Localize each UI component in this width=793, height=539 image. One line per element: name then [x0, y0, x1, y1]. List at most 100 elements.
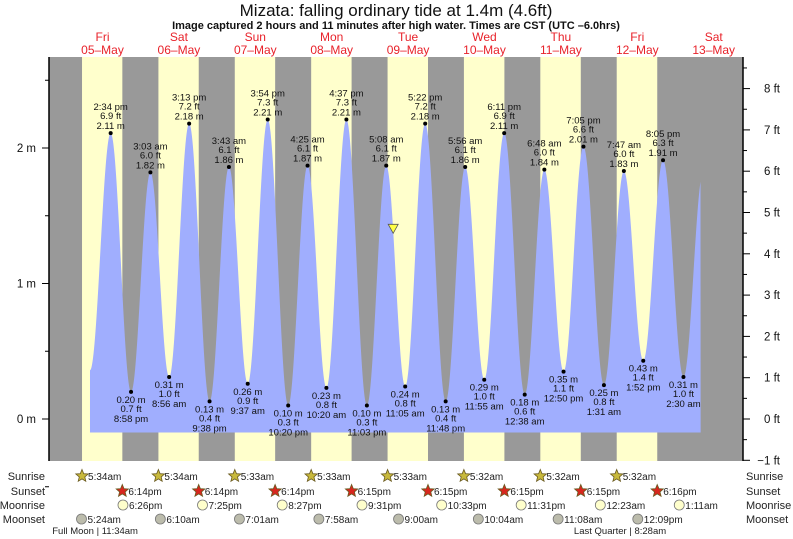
low-tide-label: 0.8 ft [593, 397, 614, 408]
sunset-time: 6:14pm [281, 487, 314, 498]
moonrise-row-label: Moonrise [0, 500, 45, 512]
high-tide-label: 4:37 pm [329, 89, 363, 100]
sunrise-row-label-right: Sunrise [746, 471, 783, 483]
moonset-time: 12:09pm [644, 515, 683, 526]
high-tide-label: 6.1 ft [376, 144, 397, 155]
moonset-time: 9:00am [405, 515, 438, 526]
high-tide-point [226, 164, 231, 169]
chart-subtitle: Image captured 2 hours and 11 minutes af… [172, 20, 620, 32]
moonset-time: 7:58am [325, 515, 358, 526]
high-tide-label: 6:48 am [527, 139, 561, 150]
sunset-time: 6:16pm [663, 487, 696, 498]
low-tide-label: 12:50 pm [544, 394, 584, 405]
high-tide-point [305, 163, 310, 168]
high-tide-label: 3:13 pm [172, 93, 206, 104]
high-tide-label: 7.3 ft [336, 98, 357, 109]
sunset-star-icon [267, 483, 283, 498]
left-tick-label: 0 m [17, 414, 36, 426]
sunrise-row-label: Sunrise [8, 471, 45, 483]
right-tick-label: 3 ft [764, 290, 781, 302]
low-tide-point [641, 358, 646, 363]
day-label-date: 11–May [540, 43, 582, 57]
day-label-dow: Sat [705, 30, 724, 44]
day-label-dow: Fri [630, 30, 644, 44]
high-tide-label: 2.18 m [411, 112, 440, 123]
sunrise-time: 5:32am [470, 472, 503, 483]
low-tide-label: 0.7 ft [120, 404, 141, 415]
low-tide-label: 9:38 pm [192, 423, 226, 434]
right-tick-label: 7 ft [764, 125, 781, 137]
low-tide-point [522, 392, 527, 397]
high-tide-label: 6.0 ft [534, 148, 555, 159]
moonset-moon-icon [154, 513, 166, 525]
right-tick-label: 8 ft [764, 84, 781, 96]
high-tide-label: 6:11 pm [487, 102, 521, 113]
high-tide-label: 6.6 ft [573, 125, 594, 136]
day-label-date: 05–May [81, 43, 124, 57]
high-tide-label: 6.3 ft [652, 138, 673, 149]
moonset-moon-icon [313, 513, 325, 525]
moonrise-time: 8:27pm [288, 501, 321, 512]
sunrise-star-icon [74, 468, 90, 483]
sunset-star-icon [115, 483, 130, 498]
low-tide-label: 1:52 pm [626, 383, 660, 394]
high-tide-label: 2.11 m [490, 121, 518, 132]
high-tide-point [621, 169, 626, 174]
high-tide-label: 6.9 ft [494, 111, 515, 122]
low-tide-point [681, 374, 686, 379]
high-tide-label: 5:22 pm [408, 93, 442, 104]
right-tick-label: 2 ft [764, 331, 781, 343]
right-tick-label: 0 ft [764, 414, 781, 426]
sunrise-star-icon [609, 468, 624, 483]
low-tide-label: 11:55 am [465, 402, 504, 413]
low-tide-label: 2:30 am [666, 399, 700, 410]
right-tick-label: −1 ft [757, 455, 781, 467]
moonset-moon-icon [632, 513, 644, 525]
moonrise-time: 9:31pm [368, 501, 401, 512]
almanac-rows: Sunrise Sunrise 5:34am 5:34am 5:33am 5:33am 5:… [0, 468, 791, 537]
high-tide-label: 1.84 m [530, 158, 559, 169]
low-tide-label: 10:20 pm [268, 427, 308, 438]
chart-title: Mizata: falling ordinary tide at 1.4m (4… [240, 1, 553, 20]
high-tide-point [344, 117, 349, 122]
sunset-row-label-right: Sunset [746, 486, 780, 498]
day-label-dow: Fri [96, 30, 110, 44]
day-label-dow: Wed [472, 30, 496, 44]
moon-phase-label: Full Moon | 11:34am [52, 526, 138, 537]
high-tide-label: 7:47 am [607, 140, 641, 151]
moonrise-moon-icon [356, 499, 368, 511]
sunset-star-icon [497, 483, 512, 498]
sunset-time: 6:14pm [205, 487, 238, 498]
moonset-time: 7:01am [245, 515, 278, 526]
low-tide-point [561, 369, 566, 374]
low-tide-label: 1.0 ft [159, 389, 180, 400]
high-tide-label: 8:05 pm [646, 129, 680, 140]
low-tide-label: 0.35 m [549, 375, 578, 386]
day-label-dow: Thu [551, 30, 572, 44]
day-label-dow: Tue [398, 30, 419, 44]
moonset-time: 5:24am [87, 515, 120, 526]
high-tide-label: 4:25 am [290, 135, 324, 146]
low-tide-point [129, 389, 134, 394]
moonset-row-label: Moonset [3, 514, 45, 526]
high-tide-point [581, 144, 586, 149]
day-label-date: 13–May [692, 43, 735, 57]
low-tide-label: 0.25 m [589, 388, 618, 399]
low-tide-label: 0.13 m [195, 404, 224, 415]
moonset-moon-icon [472, 513, 484, 525]
moon-phase-label: Last Quarter | 8:28am [574, 526, 666, 537]
high-tide-label: 6.9 ft [100, 111, 121, 122]
sunset-time: 6:15pm [358, 487, 391, 498]
low-tide-label: 1.1 ft [553, 384, 574, 395]
high-tide-label: 7.2 ft [415, 102, 436, 113]
high-tide-point [265, 117, 270, 122]
sunrise-time: 5:32am [623, 472, 656, 483]
low-tide-label: 12:38 am [505, 417, 545, 428]
sunrise-time: 5:33am [394, 472, 427, 483]
sunrise-star-icon [227, 468, 242, 483]
high-tide-label: 7.2 ft [179, 102, 200, 113]
low-tide-point [245, 381, 250, 386]
right-tick-label: 6 ft [764, 166, 781, 178]
sunset-star-icon [650, 483, 665, 498]
sunset-time: 6:15pm [434, 487, 467, 498]
